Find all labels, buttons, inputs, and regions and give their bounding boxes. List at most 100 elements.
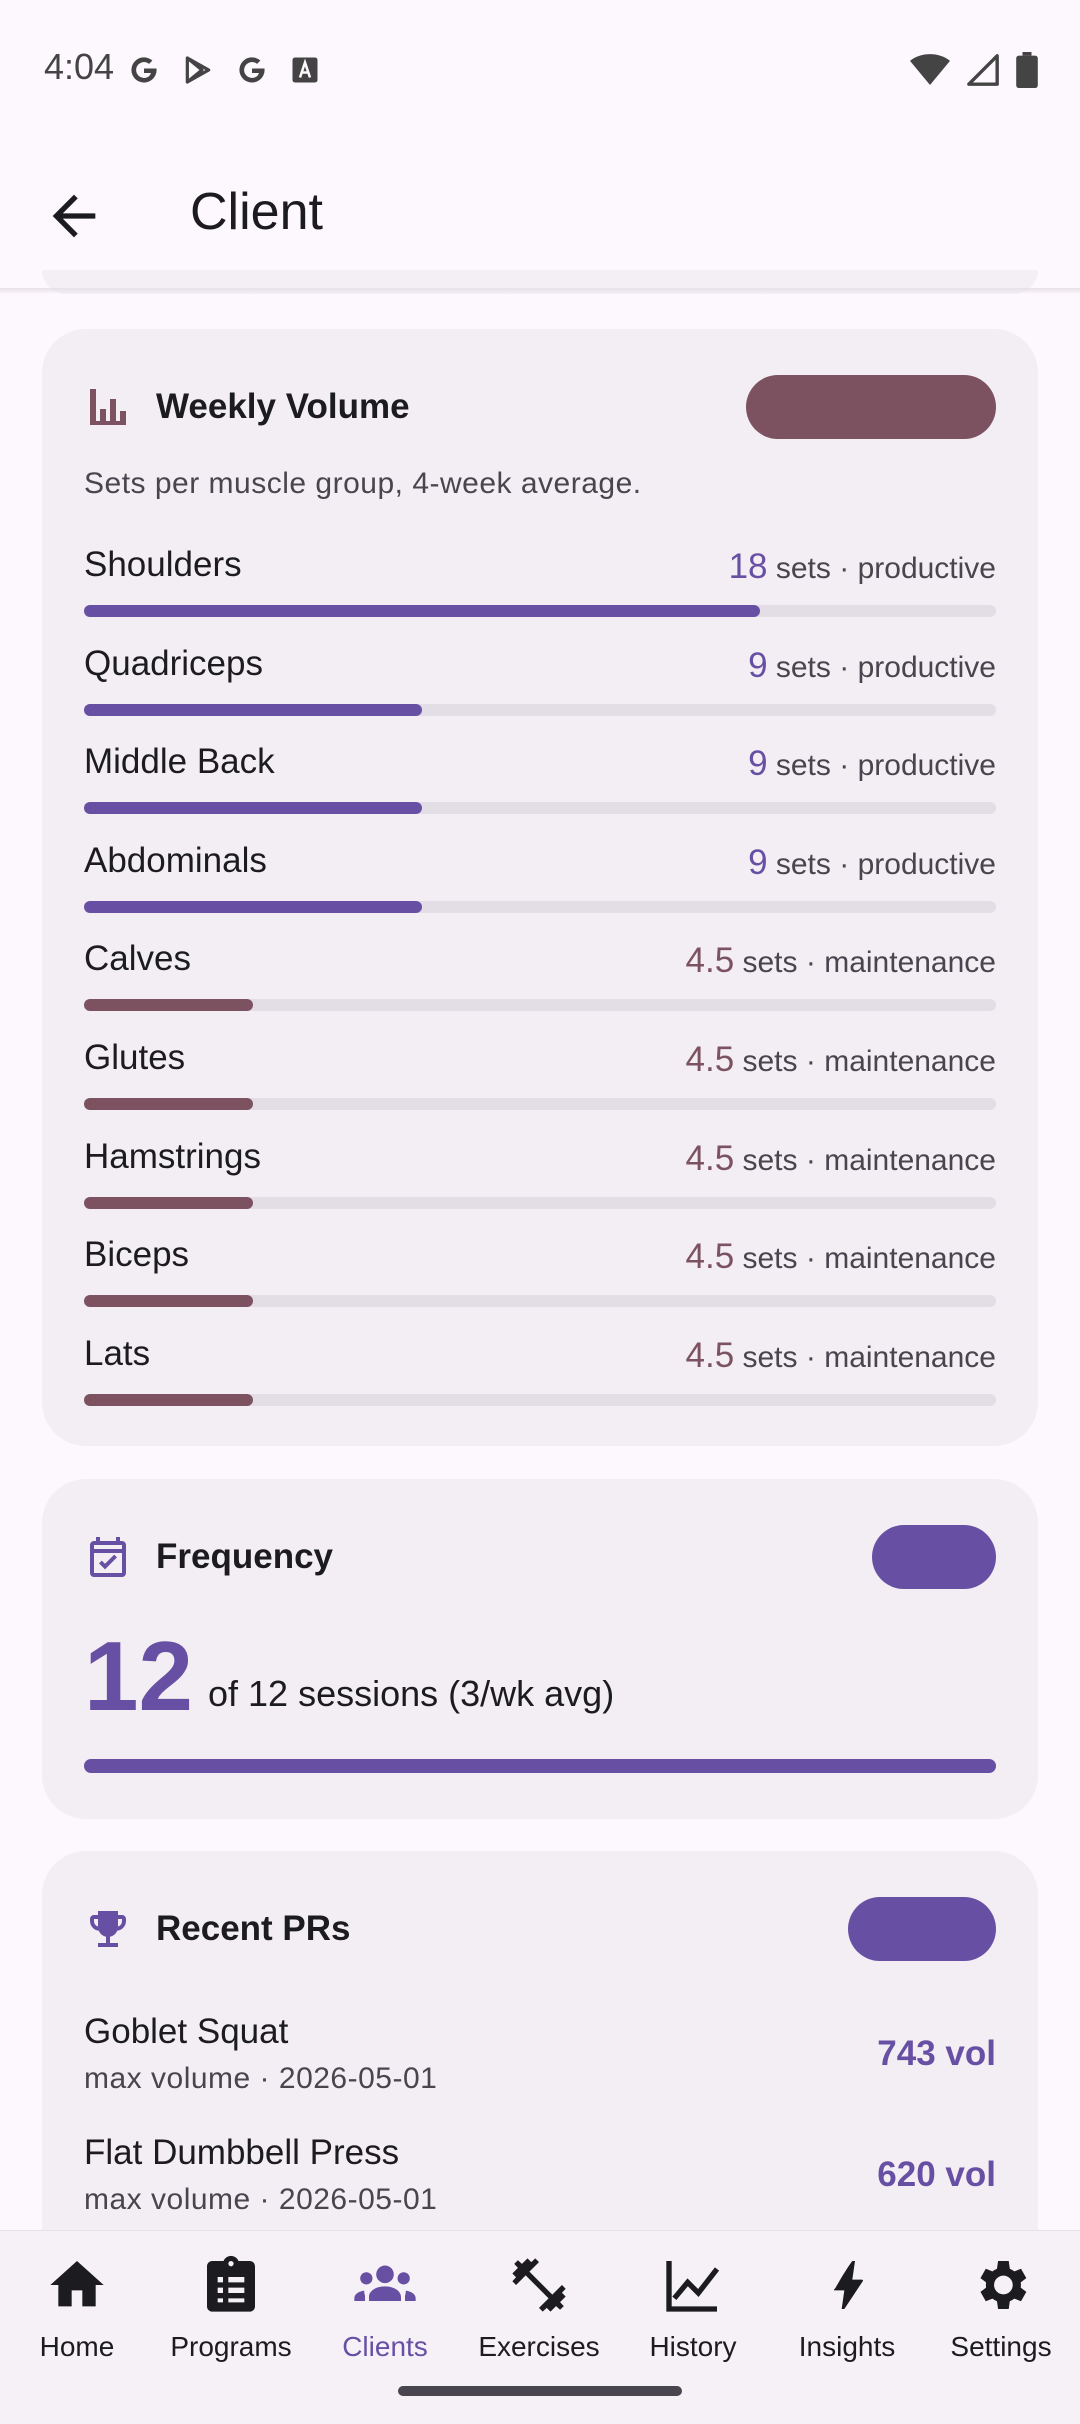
volume-bar-fill [84, 1196, 253, 1209]
pr-item[interactable]: Flat Dumbbell Press max volume · 2026-05… [84, 2133, 996, 2243]
nav-programs[interactable]: Programs [154, 2253, 308, 2393]
weekly-volume-title: Weekly Volume [156, 387, 410, 426]
volume-status: productive [857, 552, 996, 585]
separator: · [830, 552, 858, 585]
system-icons [910, 52, 1038, 88]
battery-icon [1016, 52, 1038, 88]
volume-value: 9 sets · productive [748, 744, 996, 784]
volume-value: 9 sets · productive [748, 843, 996, 883]
sessions-count: 12 [84, 1621, 194, 1731]
google-icon [131, 57, 157, 83]
pr-exercise-name: Flat Dumbbell Press [84, 2133, 400, 2172]
nav-label: Home [39, 2331, 115, 2362]
prs-status-chip[interactable] [848, 1897, 996, 1961]
volume-bar-track [84, 802, 996, 815]
sets-number: 18 [728, 547, 768, 586]
sets-unit: sets [775, 749, 831, 783]
nav-exercises[interactable]: Exercises [462, 2253, 616, 2393]
volume-bar-track [84, 703, 996, 716]
volume-bar-track [84, 900, 996, 913]
weekly-volume-card: Weekly Volume Sets per muscle group, 4-w… [42, 329, 1038, 1446]
trophy-icon [90, 1911, 126, 1947]
separator: · [830, 749, 858, 783]
nav-settings[interactable]: Settings [924, 2253, 1078, 2393]
volume-status: productive [857, 650, 996, 684]
muscle-name: Glutes [84, 1038, 186, 1077]
sets-number: 9 [748, 744, 768, 784]
volume-row: Quadriceps 9 sets · productive [84, 644, 996, 742]
volume-status: maintenance [824, 1143, 996, 1177]
separator: · [797, 1340, 825, 1374]
frequency-title: Frequency [156, 1537, 333, 1576]
weekly-volume-subtitle: Sets per muscle group, 4-week average. [84, 467, 642, 500]
chart-line-icon [666, 2261, 720, 2312]
google-icon [239, 57, 265, 83]
muscle-name: Calves [84, 939, 191, 979]
muscle-name: Hamstrings [84, 1136, 261, 1176]
volume-bar-track [84, 605, 996, 617]
volume-value: 4.5 sets · maintenance [686, 1336, 997, 1376]
separator: · [797, 1045, 825, 1078]
volume-status: productive [857, 749, 996, 783]
pr-meta: max volume · 2026-05-01 [84, 2183, 438, 2216]
clipboard-icon [207, 2255, 255, 2312]
gesture-handle[interactable] [398, 2386, 682, 2396]
signal-icon [967, 54, 999, 86]
separator: · [797, 946, 825, 980]
separator: · [830, 847, 858, 881]
play-store-icon [185, 56, 211, 84]
page-title: Client [190, 183, 323, 241]
nav-clients[interactable]: Clients [308, 2253, 462, 2393]
pr-meta: max volume · 2026-05-01 [84, 2062, 438, 2095]
volume-bar-fill [84, 802, 422, 815]
sets-unit: sets [775, 650, 831, 684]
volume-row: Shoulders 18 sets · productive [84, 545, 996, 643]
frequency-progress-track [84, 1759, 996, 1773]
wifi-icon [910, 54, 950, 85]
gear-icon [980, 2261, 1027, 2309]
volume-status: maintenance [824, 946, 996, 980]
volume-status-chip[interactable] [746, 375, 996, 439]
nav-label: Exercises [478, 2331, 600, 2362]
muscle-name: Shoulders [84, 545, 242, 584]
volume-row: Glutes 4.5 sets · maintenance [84, 1038, 996, 1136]
sets-number: 4.5 [685, 1237, 735, 1277]
sets-number: 9 [748, 842, 768, 882]
sets-number: 4.5 [685, 1335, 735, 1375]
volume-status: maintenance [824, 1045, 996, 1078]
pr-item[interactable]: Goblet Squat max volume · 2026-05-01 743… [84, 2012, 996, 2122]
nav-label: Settings [950, 2331, 1052, 2362]
volume-bar-track [84, 1196, 996, 1209]
nav-home[interactable]: Home [0, 2253, 154, 2393]
separator: · [797, 1143, 825, 1177]
top-app-bar: Client [0, 140, 1080, 290]
volume-value: 18 sets · productive [729, 547, 996, 587]
bottom-navigation: Home Programs Clients Exercises History … [0, 2230, 1080, 2424]
volume-row: Abdominals 9 sets · productive [84, 841, 996, 939]
volume-value: 9 sets · productive [748, 646, 996, 686]
volume-bar-track [84, 1098, 996, 1110]
volume-bar-fill [84, 1295, 253, 1308]
volume-bar-track [84, 999, 996, 1012]
pr-value: 743 vol [877, 2034, 996, 2073]
sets-number: 4.5 [685, 941, 735, 981]
nav-label: History [649, 2331, 737, 2362]
recent-prs-header: Recent PRs [84, 1897, 996, 1961]
muscle-name: Middle Back [84, 742, 275, 782]
volume-row: Biceps 4.5 sets · maintenance [84, 1235, 996, 1333]
sets-unit: sets [742, 1242, 798, 1276]
arrow-back-icon[interactable] [42, 184, 106, 248]
frequency-progress-fill [84, 1759, 996, 1773]
sessions-detail: of 12 sessions (3/wk avg) [208, 1673, 615, 1714]
muscle-name: Quadriceps [84, 643, 263, 683]
volume-value: 4.5 sets · maintenance [686, 1040, 997, 1080]
frequency-status-chip[interactable] [872, 1525, 996, 1589]
nav-insights[interactable]: Insights [770, 2253, 924, 2393]
volume-bar-fill [84, 900, 422, 913]
calendar-check-icon [90, 1537, 126, 1577]
volume-bar-fill [84, 999, 253, 1012]
volume-bar-fill [84, 703, 422, 716]
nav-history[interactable]: History [616, 2253, 770, 2393]
volume-status: maintenance [824, 1242, 996, 1276]
pr-value: 620 vol [877, 2155, 996, 2194]
